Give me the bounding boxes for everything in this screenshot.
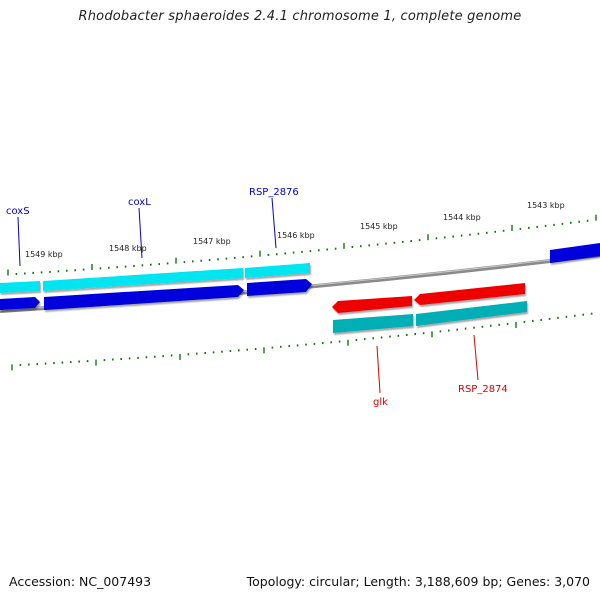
gene-RSP_2874[interactable] <box>414 283 525 305</box>
map-title: Rhodobacter sphaeroides 2.4.1 chromosome… <box>78 9 522 24</box>
gene-glk[interactable] <box>332 296 412 313</box>
cds-RSP_2876[interactable] <box>245 263 310 278</box>
leader-glk <box>376 345 381 394</box>
leader-RSP_2876 <box>271 197 277 249</box>
cds-RSP_2874[interactable] <box>416 301 527 326</box>
tick-label-1548: 1548 kbp <box>109 244 147 253</box>
tick-label-1544: 1544 kbp <box>443 213 481 222</box>
gene-coxL[interactable] <box>44 285 244 310</box>
cds-coxS[interactable] <box>0 281 40 293</box>
gene-RSP_2876[interactable] <box>247 279 312 296</box>
leader-coxL <box>138 207 143 259</box>
genome-stats-label: Topology: circular; Length: 3,188,609 bp… <box>246 574 590 589</box>
tick-label-1547: 1547 kbp <box>193 237 231 246</box>
inner-tick-marks <box>11 312 593 371</box>
tick-labels: 1549 kbp 1548 kbp 1547 kbp 1546 kbp 1545… <box>25 201 565 259</box>
gene-label-glk[interactable]: glk <box>373 397 388 408</box>
gene-label-RSP_2876[interactable]: RSP_2876 <box>249 187 299 198</box>
gene-coxS[interactable] <box>0 297 40 310</box>
tick-label-1545: 1545 kbp <box>360 222 398 231</box>
accession-label: Accession: NC_007493 <box>9 574 152 589</box>
gene-label-coxL[interactable]: coxL <box>128 197 151 208</box>
outer-tick-marks <box>7 214 597 276</box>
forward-gene-track <box>0 243 600 310</box>
gene-offscreen-right[interactable] <box>550 243 600 263</box>
leader-coxS <box>17 216 21 267</box>
gene-labels: coxS coxL RSP_2876 glk RSP_2874 <box>6 187 508 408</box>
gene-label-RSP_2874[interactable]: RSP_2874 <box>458 384 508 395</box>
leader-RSP_2874 <box>473 334 479 381</box>
tick-label-1549: 1549 kbp <box>25 250 63 259</box>
cds-coxL[interactable] <box>43 268 243 291</box>
cds-glk[interactable] <box>333 314 413 333</box>
reverse-gene-track <box>332 283 525 313</box>
tick-label-1546: 1546 kbp <box>277 231 315 240</box>
forward-cds-track <box>0 263 310 293</box>
gene-label-leaders <box>17 197 479 394</box>
reverse-cds-track <box>333 301 527 333</box>
gene-label-coxS[interactable]: coxS <box>6 206 30 217</box>
tick-label-1543: 1543 kbp <box>527 201 565 210</box>
